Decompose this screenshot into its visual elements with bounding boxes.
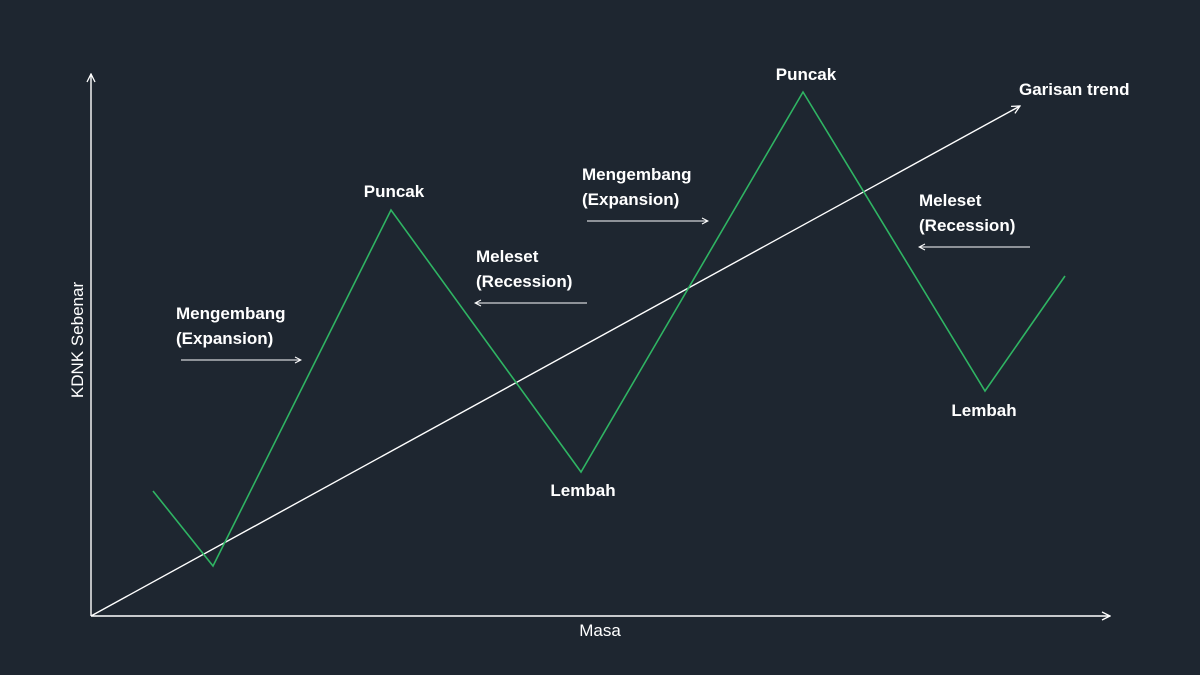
recession-2-line2: (Recession) (919, 216, 1015, 235)
peak-label-2: Puncak (776, 65, 837, 84)
expansion-2-line1: Mengembang (582, 165, 692, 184)
recession-annotation-1: Meleset (Recession) (475, 247, 587, 303)
recession-1-line2: (Recession) (476, 272, 572, 291)
recession-annotation-2: Meleset (Recession) (919, 191, 1030, 247)
expansion-annotation-1: Mengembang (Expansion) (176, 304, 301, 360)
x-axis-label: Masa (579, 621, 621, 640)
expansion-1-line1: Mengembang (176, 304, 286, 323)
y-axis-label: KDNK Sebenar (68, 282, 87, 399)
trend-label: Garisan trend (1019, 80, 1130, 99)
business-cycle-line (152, 90, 1066, 568)
trough-label-2: Lembah (951, 401, 1016, 420)
expansion-2-line2: (Expansion) (582, 190, 679, 209)
expansion-1-line2: (Expansion) (176, 329, 273, 348)
trend-line (90, 106, 1020, 617)
recession-2-line1: Meleset (919, 191, 982, 210)
recession-1-line1: Meleset (476, 247, 539, 266)
expansion-annotation-2: Mengembang (Expansion) (582, 165, 708, 221)
trough-label-1: Lembah (550, 481, 615, 500)
peak-label-1: Puncak (364, 182, 425, 201)
